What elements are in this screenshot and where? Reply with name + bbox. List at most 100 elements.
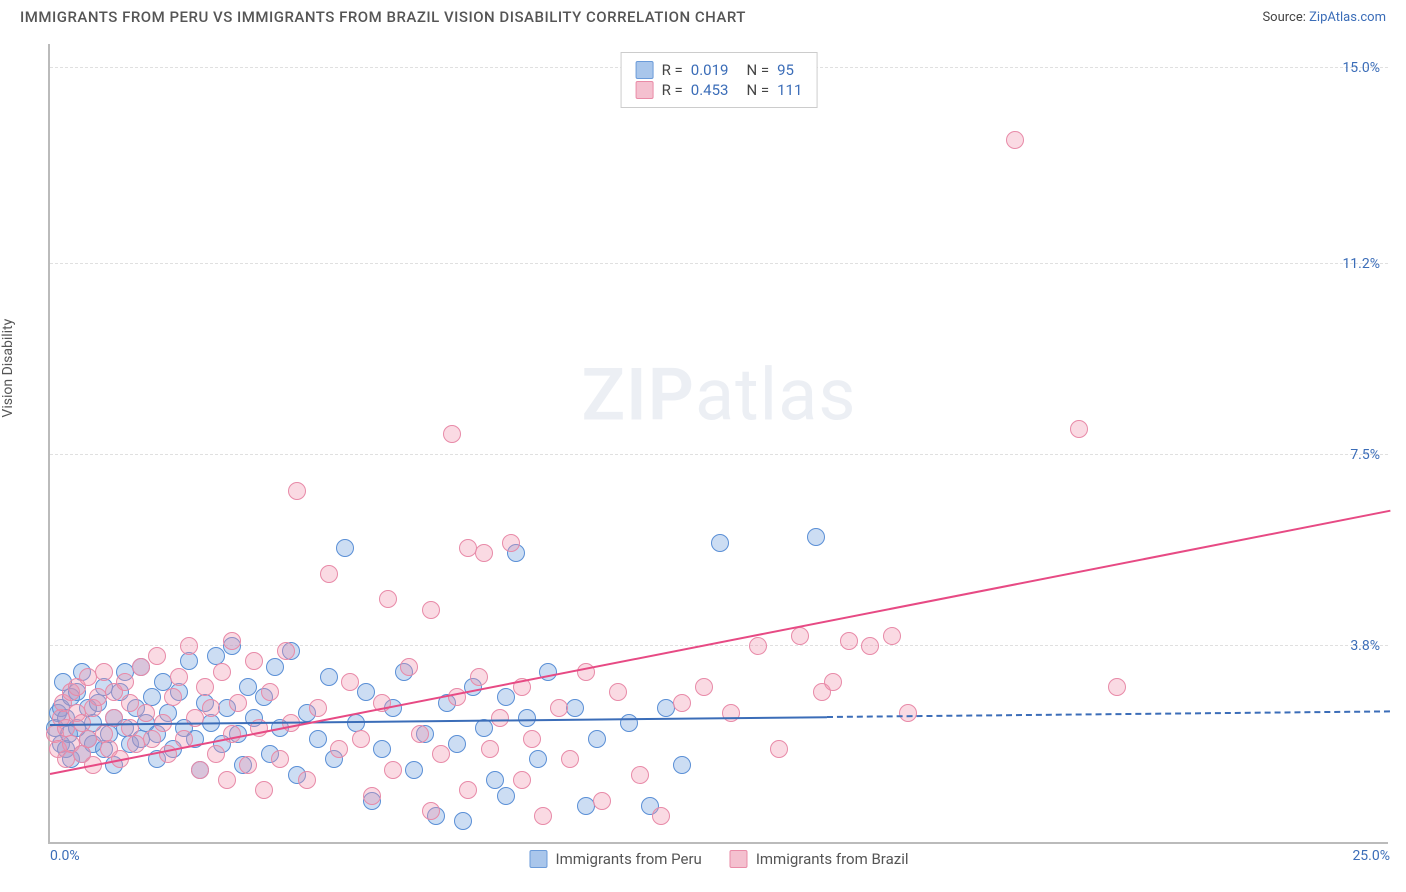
data-point — [454, 812, 472, 830]
data-point — [363, 787, 381, 805]
watermark-rest: atlas — [695, 353, 857, 438]
data-point — [422, 802, 440, 820]
scatter-chart: Vision Disability ZIPatlas R =0.019N =95… — [0, 34, 1406, 884]
data-point — [422, 601, 440, 619]
plot-area: ZIPatlas R =0.019N =95R =0.453N =111 Imm… — [48, 44, 1388, 844]
data-point — [523, 730, 541, 748]
watermark: ZIPatlas — [581, 353, 856, 438]
data-point — [588, 730, 606, 748]
chart-title: IMMIGRANTS FROM PERU VS IMMIGRANTS FROM … — [20, 8, 746, 26]
data-point — [459, 781, 477, 799]
series-legend: Immigrants from Peru Immigrants from Braz… — [529, 850, 908, 868]
data-point — [320, 668, 338, 686]
data-point — [341, 673, 359, 691]
data-point — [239, 756, 257, 774]
data-point — [191, 761, 209, 779]
data-point — [824, 673, 842, 691]
data-point — [373, 740, 391, 758]
data-point — [620, 714, 638, 732]
data-point — [673, 756, 691, 774]
source-label: Source: — [1262, 10, 1305, 25]
data-point — [405, 761, 423, 779]
data-point — [116, 673, 134, 691]
data-point — [180, 652, 198, 670]
y-tick-label: 11.2% — [1342, 256, 1380, 272]
watermark-bold: ZIP — [581, 353, 694, 438]
data-point — [288, 482, 306, 500]
data-point — [309, 699, 327, 717]
gridline — [50, 263, 1388, 264]
data-point — [443, 425, 461, 443]
gridline — [50, 454, 1388, 455]
data-point — [245, 652, 263, 670]
legend-swatch — [730, 850, 748, 868]
chart-header: IMMIGRANTS FROM PERU VS IMMIGRANTS FROM … — [0, 0, 1406, 34]
data-point — [309, 730, 327, 748]
legend-label: Immigrants from Brazil — [756, 850, 909, 868]
data-point — [223, 632, 241, 650]
data-point — [218, 771, 236, 789]
data-point — [566, 699, 584, 717]
legend-row: R =0.019N =95 — [636, 61, 803, 79]
source-link[interactable]: ZipAtlas.com — [1309, 10, 1386, 25]
data-point — [448, 735, 466, 753]
y-tick-label: 7.5% — [1350, 447, 1380, 463]
data-point — [239, 678, 257, 696]
data-point — [411, 725, 429, 743]
data-point — [561, 750, 579, 768]
legend-r-label: R = — [662, 81, 683, 99]
correlation-legend: R =0.019N =95R =0.453N =111 — [621, 52, 818, 108]
data-point — [550, 699, 568, 717]
legend-row: R =0.453N =111 — [636, 81, 803, 99]
data-point — [711, 534, 729, 552]
data-point — [791, 627, 809, 645]
data-point — [481, 740, 499, 758]
data-point — [491, 709, 509, 727]
legend-r-value: 0.453 — [691, 81, 729, 99]
data-point — [196, 678, 214, 696]
legend-n-label: N = — [746, 61, 769, 79]
gridline — [50, 645, 1388, 646]
data-point — [180, 637, 198, 655]
y-tick-label: 3.8% — [1350, 638, 1380, 654]
data-point — [518, 709, 536, 727]
data-point — [261, 683, 279, 701]
data-point — [277, 642, 295, 660]
legend-item: Immigrants from Peru — [529, 850, 701, 868]
data-point — [631, 766, 649, 784]
data-point — [475, 719, 493, 737]
data-point — [529, 750, 547, 768]
data-point — [899, 704, 917, 722]
legend-r-label: R = — [662, 61, 683, 79]
y-tick-label: 15.0% — [1342, 60, 1380, 76]
legend-n-value: 95 — [777, 61, 794, 79]
legend-swatch — [636, 81, 654, 99]
data-point — [652, 807, 670, 825]
data-point — [132, 658, 150, 676]
data-point — [143, 730, 161, 748]
data-point — [137, 704, 155, 722]
legend-n-label: N = — [746, 81, 769, 99]
data-point — [298, 771, 316, 789]
data-point — [384, 761, 402, 779]
data-point — [164, 688, 182, 706]
data-point — [497, 688, 515, 706]
data-point — [609, 683, 627, 701]
legend-swatch — [529, 850, 547, 868]
data-point — [266, 658, 284, 676]
data-point — [255, 781, 273, 799]
data-point — [1070, 420, 1088, 438]
data-point — [148, 647, 166, 665]
data-point — [534, 807, 552, 825]
data-point — [840, 632, 858, 650]
data-point — [229, 694, 247, 712]
data-point — [1006, 131, 1024, 149]
data-point — [861, 637, 879, 655]
data-point — [475, 544, 493, 562]
data-point — [95, 663, 113, 681]
data-point — [470, 668, 488, 686]
data-point — [749, 637, 767, 655]
data-point — [320, 565, 338, 583]
data-point — [170, 668, 188, 686]
data-point — [357, 683, 375, 701]
